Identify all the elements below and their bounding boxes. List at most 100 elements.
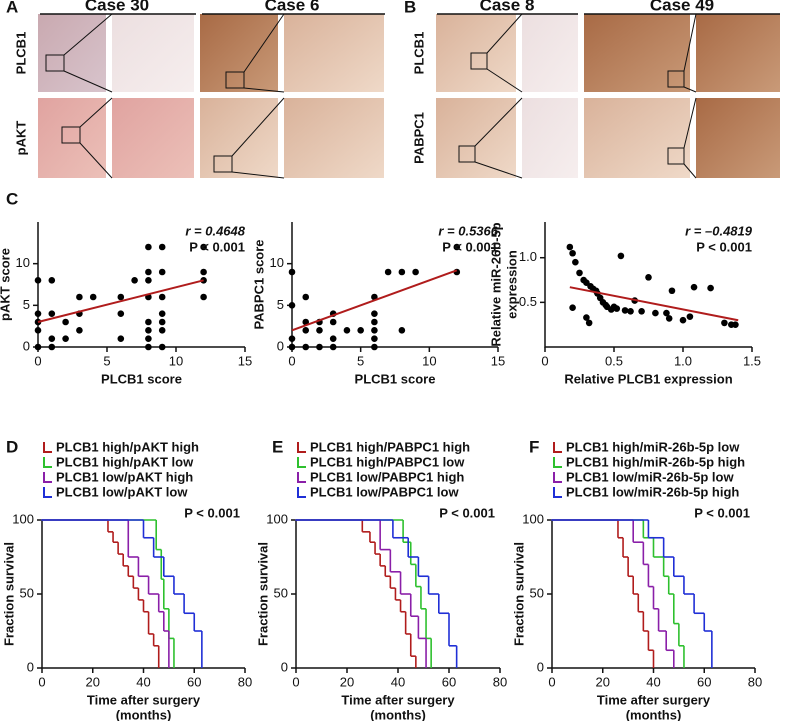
x-tick-label: 60 xyxy=(187,674,201,689)
point xyxy=(288,302,296,309)
point xyxy=(288,343,296,351)
point xyxy=(583,314,590,321)
r-annotation: r = –0.4819 xyxy=(685,223,753,238)
point xyxy=(371,293,378,301)
p-annotation: P < 0.001 xyxy=(189,239,245,254)
point xyxy=(302,343,310,351)
x-axis-label: Relative PLCB1 expression xyxy=(564,371,732,386)
legend-label: PLCB1 high/PABPC1 high xyxy=(310,439,470,454)
point xyxy=(48,310,56,317)
legend-swatch xyxy=(553,472,562,483)
point xyxy=(48,343,56,351)
point xyxy=(117,293,125,301)
x-axis-label: Time after surgery xyxy=(87,692,201,707)
point xyxy=(371,343,378,351)
point xyxy=(329,318,337,326)
point xyxy=(613,305,621,312)
point xyxy=(158,327,166,334)
point xyxy=(412,268,419,276)
legend-label: PLCB1 low/PABPC1 high xyxy=(310,469,464,484)
legend-swatch xyxy=(297,472,306,483)
x-axis-label: (months) xyxy=(626,707,682,721)
panel-label: A xyxy=(6,0,18,16)
column-header: Case 49 xyxy=(650,0,714,14)
y-tick-label: 10 xyxy=(16,255,30,270)
point xyxy=(576,269,583,277)
point xyxy=(288,268,296,276)
point xyxy=(732,321,739,328)
x-tick-label: 60 xyxy=(697,674,711,689)
x-tick-label: 10 xyxy=(422,353,436,368)
micrographs xyxy=(38,13,780,179)
point xyxy=(621,307,629,314)
point xyxy=(131,277,138,284)
p-annotation: P < 0.001 xyxy=(696,239,752,254)
y-axis-label: PABPC1 score xyxy=(251,239,266,329)
x-tick-label: 1.5 xyxy=(743,353,761,368)
y-tick-label: 100 xyxy=(522,511,544,526)
point xyxy=(686,313,694,320)
point xyxy=(158,318,166,326)
y-tick-label: 50 xyxy=(274,585,288,600)
x-tick-label: 15 xyxy=(491,353,505,368)
x-axis-label: (months) xyxy=(370,707,426,721)
point xyxy=(158,310,166,317)
y-tick-label: 1.0 xyxy=(519,249,537,264)
point xyxy=(371,310,378,317)
point xyxy=(721,319,728,327)
y-tick-label: 0 xyxy=(23,338,30,353)
x-axis-label: Time after surgery xyxy=(341,692,455,707)
point xyxy=(638,307,645,315)
point xyxy=(652,309,659,317)
trend-line xyxy=(291,269,458,332)
legend-label: PLCB1 high/miR-26b-5p low xyxy=(566,439,740,454)
row-label: PABPC1 xyxy=(411,112,426,164)
y-axis-label: Fraction survival xyxy=(511,542,526,646)
x-tick-label: 1.0 xyxy=(674,353,692,368)
x-tick-label: 20 xyxy=(86,674,100,689)
point xyxy=(343,327,351,334)
trend-line xyxy=(37,279,204,323)
x-axis-label: PLCB1 score xyxy=(101,371,182,386)
legend-swatch xyxy=(43,472,52,483)
point xyxy=(200,268,207,276)
legend-swatch xyxy=(297,442,306,453)
point xyxy=(158,243,166,251)
y-tick-label: 10 xyxy=(270,255,284,270)
point xyxy=(302,318,310,326)
point xyxy=(371,327,378,334)
point xyxy=(569,249,576,257)
panel-label: B xyxy=(404,0,416,16)
point xyxy=(585,319,593,327)
x-tick-label: 0 xyxy=(541,353,548,368)
point xyxy=(371,335,378,342)
row-label: PLCB1 xyxy=(13,32,28,75)
point xyxy=(34,277,42,284)
point xyxy=(76,293,83,301)
legend-label: PLCB1 low/miR-26b-5p low xyxy=(566,469,734,484)
y-axis-label: Relative miR-26b-5p xyxy=(488,222,503,346)
y-axis-label: pAKT score xyxy=(0,248,12,321)
axes xyxy=(41,520,245,669)
point xyxy=(627,307,634,315)
x-tick-label: 80 xyxy=(238,674,252,689)
y-tick-label: 0 xyxy=(27,659,34,674)
point xyxy=(566,243,574,251)
y-tick-label: 50 xyxy=(20,585,34,600)
point xyxy=(384,268,392,276)
x-tick-label: 40 xyxy=(136,674,150,689)
legend-label: PLCB1 high/miR-26b-5p high xyxy=(566,454,745,469)
point xyxy=(316,327,323,334)
point xyxy=(145,327,152,334)
point xyxy=(145,335,152,342)
point xyxy=(48,277,56,284)
x-tick-label: 0.5 xyxy=(605,353,623,368)
point xyxy=(329,335,337,342)
point xyxy=(302,293,310,301)
point xyxy=(679,316,687,324)
y-tick-label: 5 xyxy=(23,297,30,312)
point xyxy=(34,343,42,351)
point xyxy=(668,287,676,295)
legend-label: PLCB1 low/miR-26b-5p high xyxy=(566,484,739,499)
